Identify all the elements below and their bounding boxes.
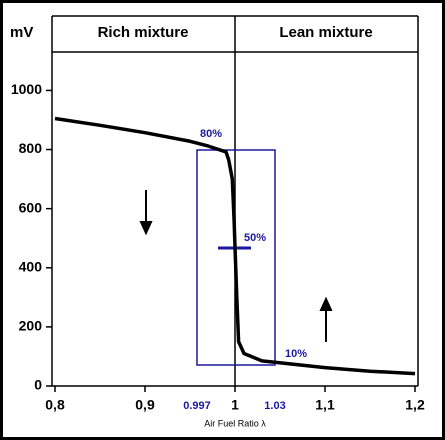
region-label: Lean mixture <box>279 24 372 41</box>
y-tick-label: 400 <box>19 258 43 274</box>
annotation: 1.03 <box>264 400 285 412</box>
x-tick-label: 0,8 <box>45 397 65 413</box>
curve <box>54 116 416 376</box>
x-tick-label: 1 <box>231 397 239 413</box>
y-tick-label: 200 <box>19 318 43 334</box>
annotation: 80% <box>200 128 222 140</box>
x-tick-label: 1,2 <box>405 397 425 413</box>
highlight-box <box>196 149 276 366</box>
arrows <box>139 190 333 342</box>
y-unit: mV <box>10 24 33 41</box>
y-tick-label: 0 <box>34 377 42 393</box>
annotation: 10% <box>285 348 307 360</box>
annotation: 50% <box>244 232 266 244</box>
y-tick-label: 800 <box>19 140 43 156</box>
annotation: 0.997 <box>183 400 211 412</box>
y-tick-label: 600 <box>19 199 43 215</box>
y-tick-label: 1000 <box>11 81 42 97</box>
x-axis-label: Air Fuel Ratio λ <box>204 418 266 428</box>
x-tick-label: 0,9 <box>135 397 155 413</box>
x-tick-label: 1,1 <box>315 397 335 413</box>
region-label: Rich mixture <box>98 24 189 41</box>
